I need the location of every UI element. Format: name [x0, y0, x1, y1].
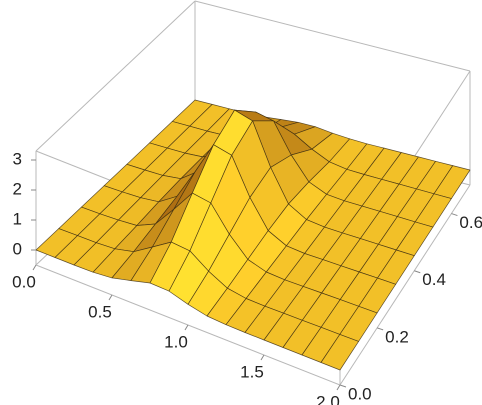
y-tick — [376, 327, 384, 331]
x-tick-label: 1.0 — [164, 332, 188, 351]
x-tick — [336, 384, 341, 391]
box-edge — [194, 0, 471, 72]
x-tick — [184, 324, 189, 331]
x-tick-label: 0.5 — [88, 302, 112, 321]
z-tick-label: 0 — [13, 239, 22, 258]
z-tick-label: 3 — [13, 149, 22, 168]
box-edge — [35, 0, 196, 152]
x-tick — [108, 294, 113, 301]
x-tick — [260, 354, 265, 361]
x-tick-label: 0.0 — [12, 272, 36, 291]
surface-patch — [320, 334, 359, 371]
z-tick-label: 1 — [13, 209, 22, 228]
box-edge — [339, 184, 471, 386]
y-tick-label: 0.4 — [422, 270, 446, 289]
x-tick — [32, 264, 37, 271]
x-tick-label: 1.5 — [240, 362, 264, 381]
y-tick — [339, 384, 347, 388]
y-tick — [451, 213, 458, 217]
y-tick-label: 0.0 — [348, 384, 372, 403]
y-tick — [414, 270, 421, 274]
y-tick-label: 0.2 — [385, 327, 409, 346]
x-tick-label: 2.0 — [316, 392, 340, 405]
y-tick-label: 0.6 — [459, 213, 482, 232]
z-tick-label: 2 — [13, 179, 22, 198]
